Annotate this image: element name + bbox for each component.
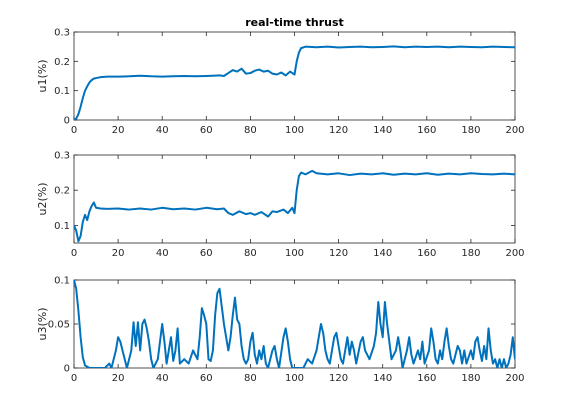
y-tick-label: 0 <box>64 116 70 127</box>
u1-panel: 0 20 40 60 80 100 120 140 160 180 200 0 0.1 0.2 0.3 u1(… <box>36 16 525 136</box>
y-tick-label: 0.2 <box>54 186 70 197</box>
x-tick-label: 180 <box>461 125 480 136</box>
x-tick-label: 140 <box>373 248 392 259</box>
x-tick-label: 160 <box>417 248 436 259</box>
x-tick-label: 100 <box>285 373 304 384</box>
x-tick-label: 80 <box>244 125 257 136</box>
series-line-u2 <box>74 169 515 243</box>
x-tick-label: 140 <box>373 125 392 136</box>
x-tick-label: 180 <box>461 248 480 259</box>
x-tick-label: 20 <box>112 248 125 259</box>
axes-box-2 <box>73 279 516 369</box>
x-tick-label: 160 <box>417 373 436 384</box>
y-tick-label: 0 <box>64 364 70 375</box>
y-tick-label: 0.1 <box>54 221 70 232</box>
y-tick-label: 0.2 <box>54 57 70 68</box>
x-tick-label: 200 <box>505 373 524 384</box>
x-tick-label: 80 <box>244 248 257 259</box>
x-tick-label: 180 <box>461 373 480 384</box>
x-tick-label: 120 <box>329 373 348 384</box>
series-line-u3 <box>74 280 515 368</box>
y-tick-label: 0.05 <box>48 320 70 331</box>
x-tick-label: 20 <box>112 373 125 384</box>
x-tick-label: 200 <box>505 248 524 259</box>
x-tick-label: 100 <box>285 125 304 136</box>
x-tick-label: 20 <box>112 125 125 136</box>
x-tick-label: 0 <box>71 248 77 259</box>
x-tick-label: 120 <box>329 248 348 259</box>
x-tick-label: 0 <box>71 373 77 384</box>
x-tick-label: 140 <box>373 373 392 384</box>
y-tick-label: 0.1 <box>54 276 70 287</box>
y-tick-label: 0.3 <box>54 28 70 39</box>
x-tick-label: 60 <box>200 125 213 136</box>
x-tick-label: 120 <box>329 125 348 136</box>
x-tick-label: 40 <box>156 248 169 259</box>
x-tick-label: 40 <box>156 373 169 384</box>
x-tick-label: 60 <box>200 373 213 384</box>
x-tick-label: 200 <box>505 125 524 136</box>
x-tick-label: 0 <box>71 125 77 136</box>
u3-panel: 0 20 40 60 80 100 120 140 160 180 200 0 0.05 0.1 u3(%) <box>36 276 525 385</box>
y-axis-label: u1(%) <box>36 59 49 92</box>
y-axis-label: u3(%) <box>36 307 49 340</box>
chart-title: real-time thrust <box>245 16 344 29</box>
y-axis-label: u2(%) <box>36 182 49 215</box>
x-tick-label: 40 <box>156 125 169 136</box>
x-tick-label: 100 <box>285 248 304 259</box>
y-tick-label: 0.1 <box>54 86 70 97</box>
u2-panel: 0 20 40 60 80 100 120 140 160 180 200 0.1 0.2 0.3 u2(%… <box>36 151 525 260</box>
series-line-u1 <box>74 45 515 120</box>
y-tick-label: 0.3 <box>54 151 70 162</box>
x-tick-label: 80 <box>244 373 257 384</box>
x-tick-label: 160 <box>417 125 436 136</box>
x-tick-label: 60 <box>200 248 213 259</box>
axes-box-1 <box>73 154 516 244</box>
